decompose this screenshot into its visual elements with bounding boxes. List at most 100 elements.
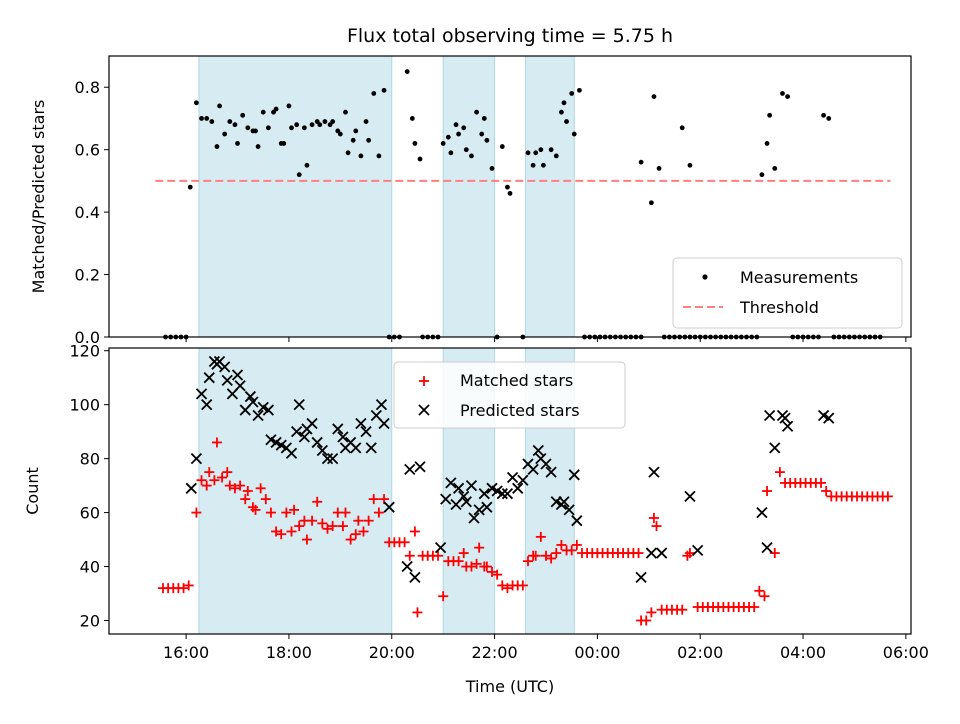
axes-frame — [108, 55, 912, 338]
predicted-stars-marker — [558, 496, 570, 508]
marker-stroke — [247, 396, 259, 408]
matched-stars-marker — [307, 515, 318, 526]
marker-stroke — [468, 512, 480, 524]
predicted-stars-marker — [452, 482, 465, 494]
predicted-stars-marker — [337, 431, 349, 443]
measurement-point — [764, 141, 770, 146]
measurement-point — [199, 116, 204, 121]
matched-stars-marker — [556, 539, 567, 550]
measurement-point — [253, 128, 258, 134]
marker-stroke — [452, 482, 465, 494]
marker-stroke — [213, 355, 226, 368]
marker-stroke — [465, 479, 478, 492]
measurement-point — [322, 119, 328, 124]
marker-stroke — [458, 490, 470, 503]
measurement-point — [553, 153, 559, 159]
matched-stars-marker — [255, 483, 266, 494]
predicted-stars-marker — [563, 504, 575, 516]
measurement-point — [371, 91, 377, 96]
marker-stroke — [409, 571, 421, 583]
marker-stroke — [481, 501, 493, 513]
matched-stars-marker — [546, 553, 557, 564]
measurement-point — [656, 166, 662, 171]
matched-stars-marker — [317, 518, 328, 529]
measurement-point — [569, 91, 575, 96]
matched-stars-marker — [466, 561, 477, 572]
matched-stars-marker — [438, 591, 449, 602]
measurement-point — [294, 122, 300, 128]
matched-stars-marker — [204, 467, 215, 478]
measurement-point — [273, 106, 279, 112]
marker-stroke — [316, 444, 328, 457]
x-tick-label: 04:00 — [780, 643, 826, 662]
predicted-stars-marker — [781, 420, 794, 432]
measurement-point — [265, 125, 271, 131]
measurement-point — [821, 112, 827, 118]
measurement-point — [260, 109, 266, 115]
measurement-point — [345, 150, 351, 156]
predicted-stars-marker — [532, 444, 544, 457]
marker-stroke — [219, 361, 231, 373]
measurement-point — [541, 162, 546, 168]
measurement-point — [240, 112, 246, 118]
predicted-stars-marker — [244, 390, 257, 403]
marker-stroke — [568, 469, 580, 481]
measurement-point — [209, 119, 215, 124]
x-tick-label: 16:00 — [163, 643, 209, 662]
predicted-stars-marker — [445, 477, 457, 489]
predicted-stars-marker — [527, 463, 539, 476]
bottom-y-axis-label: Count — [23, 467, 42, 515]
matched-stars-marker — [322, 523, 333, 534]
marker-stroke — [473, 504, 485, 516]
matched-stars-marker — [749, 602, 760, 613]
marker-stroke — [285, 447, 298, 459]
marker-stroke — [350, 442, 362, 454]
measurement-point — [448, 150, 454, 156]
y-tick-label: 60 — [80, 504, 100, 523]
matched-stars-marker — [412, 607, 423, 618]
marker-stroke — [756, 506, 768, 519]
matched-stars-marker — [209, 475, 220, 486]
measurement-point — [533, 150, 539, 156]
marker-stroke — [535, 452, 547, 465]
matched-stars-marker — [651, 521, 662, 532]
predicted-stars-marker — [645, 547, 658, 559]
matched-stars-marker — [201, 480, 212, 491]
marker-stroke — [378, 417, 390, 430]
matched-stars-marker — [540, 550, 551, 561]
y-tick-label: 20 — [80, 612, 100, 631]
y-tick-label: 100 — [69, 396, 100, 415]
matched-stars-marker — [260, 494, 271, 505]
predicted-stars-marker — [571, 515, 583, 527]
marker-stroke — [522, 458, 534, 470]
x-tick-label: 00:00 — [574, 643, 620, 662]
marker-stroke — [684, 490, 696, 503]
legend-box — [393, 361, 626, 429]
predicted-stars-marker — [779, 412, 791, 424]
measurement-point — [337, 131, 343, 137]
measurement-point — [217, 103, 222, 109]
measurement-point — [499, 144, 505, 149]
marker-stroke — [337, 431, 349, 443]
marker-stroke — [306, 417, 318, 430]
matched-stars-marker — [350, 529, 361, 540]
predicted-stars-marker — [656, 547, 668, 559]
measurement-point — [204, 116, 210, 121]
marker-stroke — [761, 542, 773, 554]
marker-stroke — [506, 471, 519, 484]
marker-stroke — [257, 401, 269, 413]
predicted-stars-marker — [517, 474, 529, 486]
marker-stroke — [769, 442, 781, 454]
matched-stars-marker — [183, 580, 194, 591]
predicted-stars-marker — [512, 482, 524, 494]
matched-stars-marker — [178, 583, 189, 594]
measurement-point — [289, 125, 294, 131]
marker-stroke — [779, 412, 791, 424]
chart-title: Flux total observing time = 5.75 h — [347, 25, 673, 47]
predicted-stars-marker — [496, 488, 508, 500]
marker-stroke — [244, 390, 257, 403]
matched-stars-marker — [458, 548, 469, 559]
matched-stars-marker — [337, 521, 348, 532]
measurement-point — [232, 122, 238, 128]
matched-stars-marker — [497, 580, 508, 591]
